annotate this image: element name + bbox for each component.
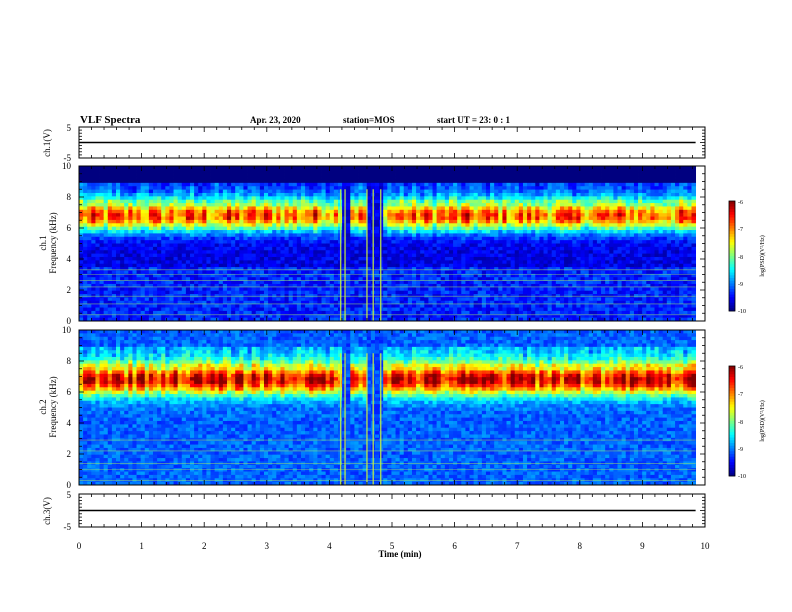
xtick-0: 0 xyxy=(77,541,82,551)
xtick-8: 8 xyxy=(578,541,583,551)
x-axis: 0 1 2 3 4 5 6 7 8 9 10 Time (min) xyxy=(77,541,710,559)
ch2-ytick-10: 10 xyxy=(62,325,72,335)
ch3-waveform-ytick-bottom: -5 xyxy=(64,522,72,532)
ch2-colorbar-tick-m7: -7 xyxy=(738,392,743,398)
ch1-ytick-10: 10 xyxy=(62,161,72,171)
ch2-ytick-8: 8 xyxy=(67,356,72,366)
ch3-waveform-ylabel: ch.3(V) xyxy=(42,497,52,525)
ch1-ytick-2: 2 xyxy=(67,285,72,295)
ch2-ytick-4: 4 xyxy=(67,418,72,428)
ch3-waveform-panel: 5 -5 ch.3(V) xyxy=(42,490,706,532)
x-axis-label: Time (min) xyxy=(378,549,421,559)
xtick-5: 5 xyxy=(390,541,395,551)
ch2-spectrogram-ylabel: ch.2 xyxy=(38,399,48,414)
ch2-ytick-2: 2 xyxy=(67,449,72,459)
ch1-waveform-panel: 5 -5 ch.1(V) xyxy=(42,123,706,163)
xtick-9: 9 xyxy=(640,541,645,551)
ch1-spectrogram-image xyxy=(79,166,697,322)
ch1-ytick-0: 0 xyxy=(67,316,72,326)
ch3-waveform-ytick-top: 5 xyxy=(67,490,72,500)
ch1-waveform-ticks xyxy=(78,126,706,159)
xtick-6: 6 xyxy=(452,541,457,551)
ch2-ytick-0: 0 xyxy=(67,480,72,490)
ch2-colorbar-tick-m8: -8 xyxy=(738,420,743,426)
ch1-spectrogram-yticklabels: 0 2 4 6 8 10 xyxy=(62,161,72,326)
ch1-ytick-8: 8 xyxy=(67,192,72,202)
date-label: Apr. 23, 2020 xyxy=(250,115,301,125)
ch2-spectrogram-ticks xyxy=(78,329,706,486)
xtick-7: 7 xyxy=(515,541,520,551)
x-axis-tick-labels: 0 1 2 3 4 5 6 7 8 9 10 xyxy=(77,541,710,551)
ch2-colorbar-tick-m9: -9 xyxy=(738,447,743,453)
ch2-colorbar-tick-m6: -6 xyxy=(738,365,743,371)
start-time-label: start UT = 23: 0 : 1 xyxy=(437,115,510,125)
ch1-colorbar: -6 -7 -8 -9 -10 log(PSD)(V²/Hz) xyxy=(728,200,766,315)
ch1-ytick-6: 6 xyxy=(67,223,72,233)
ch2-spectrogram-image xyxy=(79,330,697,486)
station-label: station=MOS xyxy=(343,115,395,125)
ch1-colorbar-tick-m8: -8 xyxy=(738,255,743,261)
xtick-10: 10 xyxy=(701,541,711,551)
ch1-colorbar-tick-m10: -10 xyxy=(738,309,746,315)
xtick-4: 4 xyxy=(327,541,332,551)
ch2-colorbar-frame xyxy=(728,365,736,477)
ch1-spectrogram-ylabel-frequency: Frequency (kHz) xyxy=(48,212,58,273)
ch2-colorbar-tick-m10: -10 xyxy=(738,474,746,480)
ch2-spectrogram-panel: 0 2 4 6 8 10 ch.2 Frequency (kHz) -6 -7 … xyxy=(38,325,766,490)
xtick-3: 3 xyxy=(265,541,270,551)
ch1-spectrogram-ylabel: ch.1 xyxy=(38,235,48,250)
xtick-2: 2 xyxy=(202,541,207,551)
figure-title: VLF Spectra xyxy=(80,114,141,126)
ch1-ytick-4: 4 xyxy=(67,254,72,264)
ch1-colorbar-label: log(PSD)(V²/Hz) xyxy=(759,235,766,276)
ch1-colorbar-frame xyxy=(728,200,736,312)
ch1-spectrogram-ticks xyxy=(78,165,706,322)
xtick-1: 1 xyxy=(139,541,144,551)
ch2-ytick-6: 6 xyxy=(67,387,72,397)
ch2-colorbar: -6 -7 -8 -9 -10 log(PSD)(V²/Hz) xyxy=(728,365,766,480)
ch2-spectrogram-ylabel-frequency: Frequency (kHz) xyxy=(48,376,58,437)
ch2-colorbar-gradient xyxy=(729,366,735,477)
ch1-waveform-ylabel: ch.1(V) xyxy=(42,129,52,157)
ch1-colorbar-tick-m7: -7 xyxy=(738,227,743,233)
ch1-spectrogram-panel: 0 2 4 6 8 10 ch.1 Frequency (kHz) -6 -7 … xyxy=(38,161,766,326)
ch1-waveform-ytick-bottom: -5 xyxy=(64,153,72,163)
ch1-colorbar-tick-m6: -6 xyxy=(738,200,743,206)
ch2-spectrogram-yticklabels: 0 2 4 6 8 10 xyxy=(62,325,72,490)
ch1-colorbar-gradient xyxy=(729,201,735,312)
ch1-waveform-ytick-top: 5 xyxy=(67,123,72,133)
ch3-waveform-ticks xyxy=(78,493,706,528)
ch1-colorbar-tick-m9: -9 xyxy=(738,282,743,288)
ch2-colorbar-label: log(PSD)(V²/Hz) xyxy=(759,400,766,441)
